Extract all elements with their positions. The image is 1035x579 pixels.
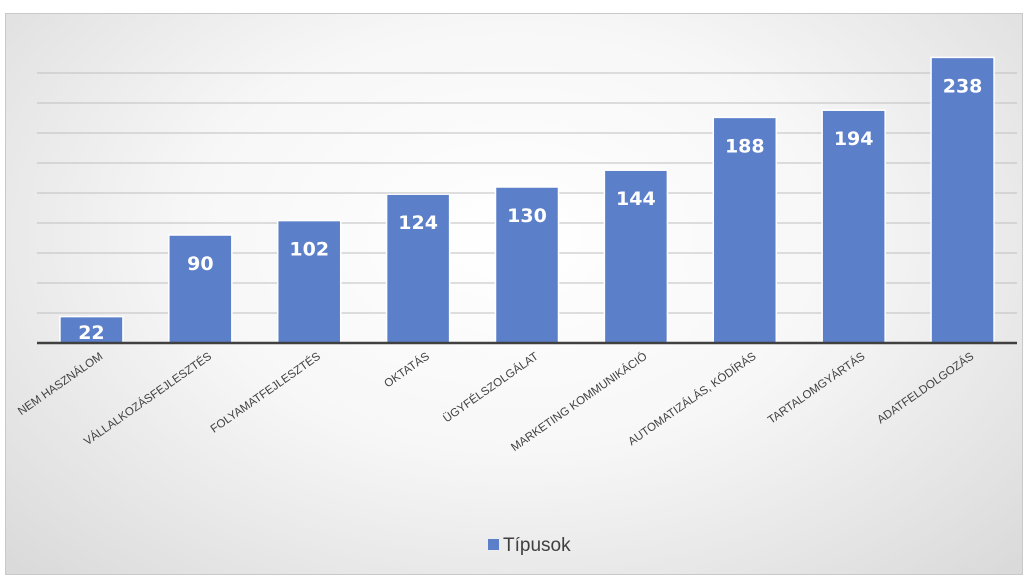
category-label: VÁLLALKOZÁSFEJLESZTÉS xyxy=(81,350,214,448)
bar xyxy=(712,116,778,344)
data-label: 102 xyxy=(289,239,329,261)
category-label: ADATFELDOLGOZÁS xyxy=(875,350,977,427)
data-label: 130 xyxy=(507,205,547,227)
data-label: 194 xyxy=(834,128,874,150)
category-label: FOLYAMATFEJLESZTÉS xyxy=(208,350,323,436)
data-label: 124 xyxy=(398,212,438,234)
category-label: NEM HASZNÁLOM xyxy=(16,350,106,418)
category-label: OKTATÁS xyxy=(382,350,432,391)
bar xyxy=(930,56,995,344)
category-label: TARTALOMGYÁRTÁS xyxy=(765,350,867,427)
data-label: 188 xyxy=(725,135,765,157)
legend-swatch xyxy=(488,539,499,550)
category-labels: NEM HASZNÁLOMVÁLLALKOZÁSFEJLESZTÉSFOLYAM… xyxy=(16,350,977,454)
data-label: 90 xyxy=(187,253,213,275)
data-label: 238 xyxy=(943,75,983,97)
legend: Típusok xyxy=(488,535,571,556)
data-label: 144 xyxy=(616,188,656,210)
category-label: ÜGYFÉLSZOLGÁLAT xyxy=(441,350,541,425)
bar xyxy=(603,169,669,344)
value-labels: 22 90 102 124 130 144 188 194 238 xyxy=(78,75,982,344)
category-label: AUTOMATIZÁLÁS, KÓDÍRÁS xyxy=(626,350,759,449)
data-label: 22 xyxy=(78,322,104,344)
bar xyxy=(821,109,886,344)
bars xyxy=(59,56,995,344)
legend-label: Típusok xyxy=(503,535,571,556)
bar xyxy=(168,234,233,344)
